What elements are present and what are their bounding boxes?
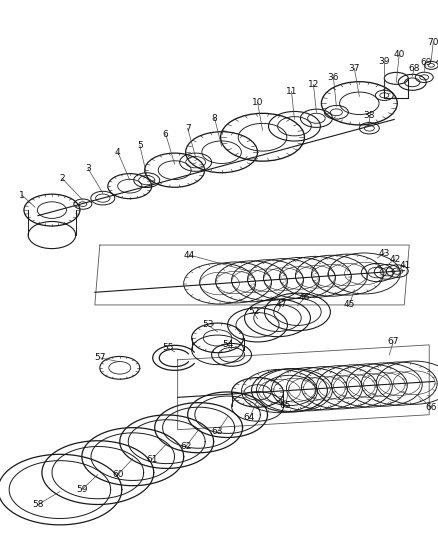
Text: 37: 37 (348, 64, 359, 73)
Text: 54: 54 (221, 341, 233, 349)
Text: 68: 68 (408, 64, 419, 73)
Text: 7: 7 (184, 124, 190, 133)
Text: 70: 70 (427, 38, 438, 47)
Text: 38: 38 (363, 111, 374, 120)
Text: 65: 65 (279, 401, 290, 410)
Text: 60: 60 (112, 470, 123, 479)
Text: 4: 4 (115, 148, 120, 157)
Text: 8: 8 (211, 114, 217, 123)
Text: 62: 62 (180, 442, 191, 451)
Text: 58: 58 (32, 500, 44, 509)
Text: 64: 64 (243, 413, 254, 422)
Text: 6: 6 (162, 130, 168, 139)
Text: 3: 3 (85, 164, 91, 173)
Text: 52: 52 (247, 308, 258, 317)
Text: 67: 67 (387, 337, 398, 346)
Text: 63: 63 (212, 427, 223, 436)
Text: 36: 36 (327, 73, 339, 82)
Text: 66: 66 (424, 403, 436, 412)
Text: 42: 42 (389, 255, 400, 263)
Text: 53: 53 (201, 320, 213, 329)
Text: 59: 59 (76, 485, 88, 494)
Text: 12: 12 (307, 80, 318, 89)
Text: 1: 1 (19, 191, 25, 200)
Text: 40: 40 (393, 50, 404, 59)
Text: 41: 41 (399, 261, 410, 270)
Text: 47: 47 (275, 301, 286, 310)
Text: 10: 10 (251, 98, 263, 107)
Text: 5: 5 (137, 141, 142, 150)
Text: 57: 57 (94, 353, 105, 362)
Text: 39: 39 (378, 57, 389, 66)
Text: 43: 43 (378, 248, 389, 257)
Text: 61: 61 (146, 455, 157, 464)
Text: 55: 55 (162, 343, 173, 352)
Text: 11: 11 (285, 87, 297, 96)
Text: 69: 69 (420, 58, 431, 67)
Text: 2: 2 (59, 174, 64, 183)
Text: 44: 44 (184, 251, 195, 260)
Text: 46: 46 (298, 294, 309, 302)
Text: 45: 45 (343, 301, 354, 310)
